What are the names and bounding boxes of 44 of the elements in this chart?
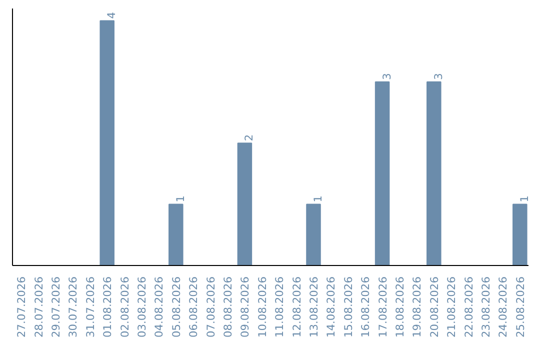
x-tick-label: 01.08.2026 [101, 276, 114, 338]
x-tick-label: 07.08.2026 [204, 276, 218, 338]
data-label: 1 [174, 196, 187, 202]
x-tick-label: 23.08.2026 [480, 276, 492, 338]
bar [306, 204, 321, 266]
bar [168, 204, 184, 266]
x-tick-label: 18.08.2026 [394, 276, 406, 338]
x-tick-label: 06.08.2026 [187, 276, 200, 338]
bar [426, 81, 442, 266]
x-tick-label: 15.08.2026 [342, 276, 355, 338]
x-tick-label: 05.08.2026 [170, 276, 183, 338]
bar [237, 142, 252, 266]
x-tick-label: 11.08.2026 [273, 276, 286, 338]
data-label: 1 [312, 196, 324, 202]
x-tick-label: 02.08.2026 [118, 276, 132, 338]
x-tick-label: 14.08.2026 [324, 276, 338, 338]
data-label: 3 [432, 73, 445, 80]
x-tick-label: 24.08.2026 [496, 276, 510, 338]
x-tick-label: 28.07.2026 [32, 276, 46, 338]
x-tick-label: 19.08.2026 [410, 276, 424, 338]
x-tick-label: 22.08.2026 [462, 276, 476, 338]
x-tick-label: 29.07.2026 [50, 276, 62, 338]
data-label: 3 [380, 73, 394, 80]
x-tick-label: 16.08.2026 [359, 276, 372, 338]
x-tick-label: 03.08.2026 [136, 276, 148, 338]
x-tick-label: 17.08.2026 [376, 276, 390, 338]
data-label: 4 [105, 12, 118, 19]
x-tick-label: 20.08.2026 [428, 276, 441, 338]
x-tick-label: 21.08.2026 [445, 276, 458, 338]
x-tick-label: 25.08.2026 [514, 276, 527, 338]
bar [100, 20, 114, 266]
x-tick-label: 31.07.2026 [84, 276, 97, 338]
x-tick-label: 09.08.2026 [238, 276, 252, 338]
data-label: 1 [518, 196, 531, 202]
bar [374, 81, 390, 266]
x-tick-label: 04.08.2026 [152, 276, 166, 338]
x-tick-label: 10.08.2026 [256, 276, 269, 338]
x-tick-label: 08.08.2026 [222, 276, 234, 338]
x-tick-label: 30.07.2026 [66, 276, 80, 338]
bar [512, 204, 528, 266]
x-tick-label: 12.08.2026 [290, 276, 304, 338]
x-tick-label: 13.08.2026 [308, 276, 320, 338]
x-tick-label: 27.07.2026 [15, 276, 28, 338]
data-label: 2 [242, 134, 256, 142]
